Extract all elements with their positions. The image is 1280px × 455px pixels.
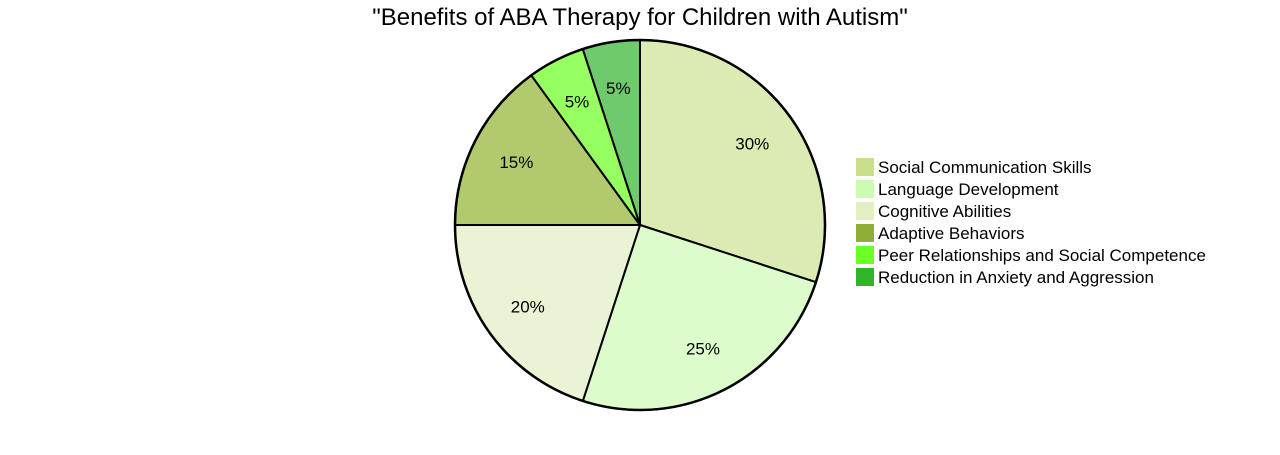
- pie-slice-label-5: 5%: [565, 92, 590, 111]
- legend-swatch-3: [856, 202, 874, 220]
- legend-label-3: Cognitive Abilities: [878, 202, 1011, 221]
- pie-slice-label-3: 20%: [511, 298, 545, 317]
- legend-swatch-1: [856, 158, 874, 176]
- pie-slice-labels: 30% 25% 20% 15% 5% 5%: [499, 79, 769, 359]
- legend: Social Communication Skills Language Deve…: [856, 158, 1206, 287]
- legend-swatch-5: [856, 246, 874, 264]
- pie-slice-label-6: 5%: [606, 79, 631, 98]
- legend-label-1: Social Communication Skills: [878, 158, 1092, 177]
- legend-label-2: Language Development: [878, 180, 1059, 199]
- chart-title: "Benefits of ABA Therapy for Children wi…: [372, 4, 908, 31]
- legend-swatch-4: [856, 224, 874, 242]
- pie-slices: [453, 38, 827, 412]
- pie-slice-label-4: 15%: [499, 153, 533, 172]
- legend-swatch-6: [856, 268, 874, 286]
- legend-label-6: Reduction in Anxiety and Aggression: [878, 268, 1154, 287]
- pie-slice-label-2: 25%: [686, 340, 720, 359]
- pie-slice-label-1: 30%: [735, 134, 769, 153]
- legend-label-5: Peer Relationships and Social Competence: [878, 246, 1206, 265]
- legend-label-4: Adaptive Behaviors: [878, 224, 1024, 243]
- legend-swatch-2: [856, 180, 874, 198]
- pie-outline: [453, 38, 827, 412]
